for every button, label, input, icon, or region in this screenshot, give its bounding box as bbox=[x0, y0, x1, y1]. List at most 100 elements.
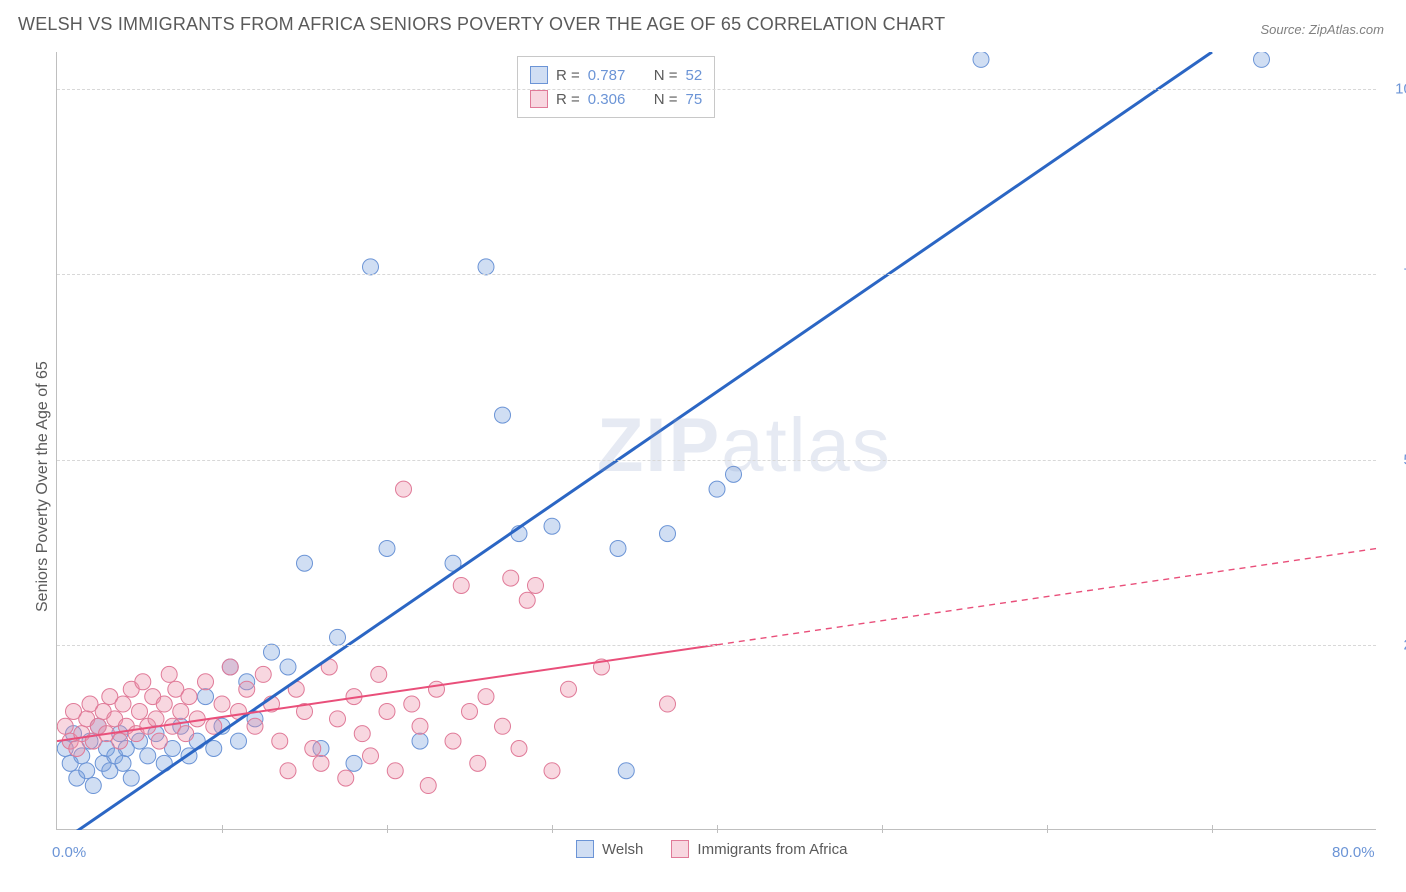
data-point bbox=[118, 740, 134, 756]
chart-svg bbox=[57, 52, 1377, 830]
data-point bbox=[396, 481, 412, 497]
legend-series-label: Immigrants from Africa bbox=[697, 841, 847, 858]
data-point bbox=[140, 718, 156, 734]
data-point bbox=[178, 726, 194, 742]
data-point bbox=[594, 659, 610, 675]
data-point bbox=[62, 733, 78, 749]
data-point bbox=[189, 711, 205, 727]
data-point bbox=[57, 740, 73, 756]
data-point bbox=[363, 259, 379, 275]
data-point bbox=[379, 540, 395, 556]
data-point bbox=[280, 763, 296, 779]
data-point bbox=[544, 763, 560, 779]
data-point bbox=[165, 718, 181, 734]
x-tick bbox=[1047, 825, 1048, 833]
data-point bbox=[231, 703, 247, 719]
data-point bbox=[148, 711, 164, 727]
data-point bbox=[297, 555, 313, 571]
data-point bbox=[168, 681, 184, 697]
data-point bbox=[264, 696, 280, 712]
data-point bbox=[412, 733, 428, 749]
data-point bbox=[453, 577, 469, 593]
data-point bbox=[112, 726, 128, 742]
data-point bbox=[503, 570, 519, 586]
data-point bbox=[429, 681, 445, 697]
data-point bbox=[62, 755, 78, 771]
data-point bbox=[145, 689, 161, 705]
watermark-rest: atlas bbox=[721, 403, 892, 488]
data-point bbox=[528, 577, 544, 593]
data-point bbox=[709, 481, 725, 497]
x-axis-max-label: 80.0% bbox=[1332, 844, 1375, 861]
data-point bbox=[69, 770, 85, 786]
data-point bbox=[156, 696, 172, 712]
data-point bbox=[445, 555, 461, 571]
legend-r-value: 0.306 bbox=[588, 91, 640, 108]
data-point bbox=[165, 740, 181, 756]
data-point bbox=[445, 733, 461, 749]
gridline-h bbox=[57, 89, 1376, 90]
data-point bbox=[231, 733, 247, 749]
x-tick bbox=[882, 825, 883, 833]
data-point bbox=[387, 763, 403, 779]
data-point bbox=[222, 659, 238, 675]
data-point bbox=[57, 718, 73, 734]
data-point bbox=[338, 770, 354, 786]
data-point bbox=[420, 778, 436, 794]
data-point bbox=[1254, 52, 1270, 67]
data-point bbox=[66, 703, 82, 719]
data-point bbox=[214, 696, 230, 712]
data-point bbox=[495, 407, 511, 423]
data-point bbox=[140, 748, 156, 764]
y-tick-label: 100.0% bbox=[1386, 81, 1406, 98]
data-point bbox=[189, 733, 205, 749]
data-point bbox=[95, 755, 111, 771]
data-point bbox=[470, 755, 486, 771]
data-point bbox=[272, 733, 288, 749]
data-point bbox=[313, 755, 329, 771]
watermark-bold: ZIP bbox=[597, 403, 721, 488]
data-point bbox=[264, 644, 280, 660]
data-point bbox=[82, 733, 98, 749]
data-point bbox=[99, 740, 115, 756]
legend-r-value: 0.787 bbox=[588, 67, 640, 84]
source-attribution: Source: ZipAtlas.com bbox=[1260, 22, 1384, 37]
data-point bbox=[239, 681, 255, 697]
data-point bbox=[118, 718, 134, 734]
data-point bbox=[214, 718, 230, 734]
x-axis-min-label: 0.0% bbox=[52, 844, 86, 861]
x-tick bbox=[387, 825, 388, 833]
data-point bbox=[79, 711, 95, 727]
legend-r-label: R = bbox=[556, 91, 580, 108]
data-point bbox=[346, 755, 362, 771]
data-point bbox=[660, 526, 676, 542]
data-point bbox=[511, 740, 527, 756]
legend-series-item: Welsh bbox=[576, 840, 643, 858]
data-point bbox=[74, 748, 90, 764]
plot-area: ZIPatlas R =0.787N =52R =0.306N =75 25.0… bbox=[56, 52, 1376, 830]
legend-n-value: 52 bbox=[686, 67, 703, 84]
data-point bbox=[135, 674, 151, 690]
data-point bbox=[206, 718, 222, 734]
data-point bbox=[132, 703, 148, 719]
data-point bbox=[161, 666, 177, 682]
data-point bbox=[69, 740, 85, 756]
data-point bbox=[371, 666, 387, 682]
legend-swatch bbox=[576, 840, 594, 858]
data-point bbox=[123, 681, 139, 697]
legend-series-label: Welsh bbox=[602, 841, 643, 858]
x-tick bbox=[552, 825, 553, 833]
gridline-h bbox=[57, 645, 1376, 646]
data-point bbox=[354, 726, 370, 742]
data-point bbox=[156, 755, 172, 771]
data-point bbox=[363, 748, 379, 764]
data-point bbox=[102, 763, 118, 779]
data-point bbox=[112, 733, 128, 749]
data-point bbox=[115, 696, 131, 712]
data-point bbox=[660, 696, 676, 712]
data-point bbox=[288, 681, 304, 697]
data-point bbox=[321, 659, 337, 675]
x-tick bbox=[717, 825, 718, 833]
legend-correlation-row: R =0.306N =75 bbox=[530, 87, 702, 111]
data-point bbox=[239, 674, 255, 690]
